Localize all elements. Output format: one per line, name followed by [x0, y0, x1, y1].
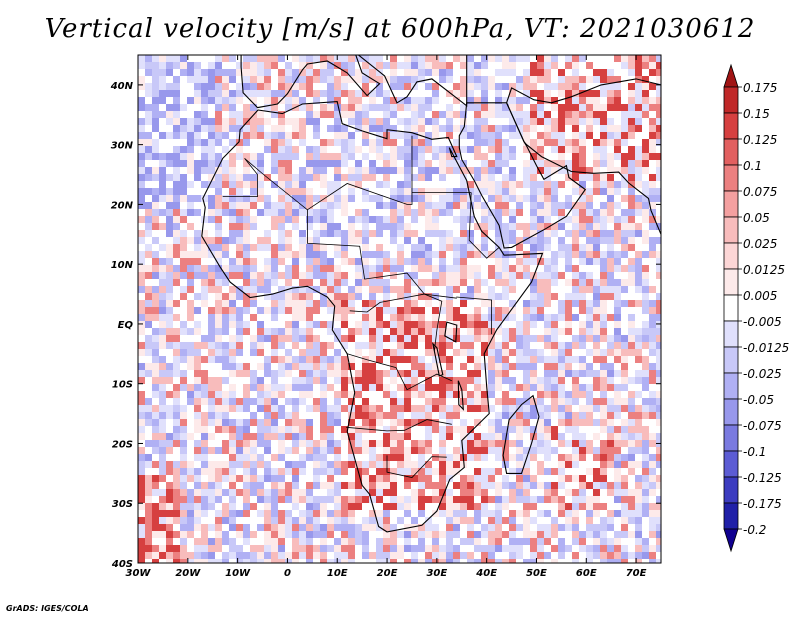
colorbar-segment: [723, 216, 739, 244]
colorbar-label: 0.005: [743, 289, 777, 303]
plot-frame: [137, 54, 662, 564]
x-tick-label: 30E: [426, 568, 447, 579]
chart-title: Vertical velocity [m/s] at 600hPa, VT: 2…: [44, 14, 756, 44]
colorbar-label: 0.1: [743, 159, 762, 173]
colorbar-label: 0.175: [743, 81, 777, 95]
colorbar-label: -0.175: [743, 497, 782, 511]
x-tick-label: 70E: [626, 568, 647, 579]
colorbar-label: 0.075: [743, 185, 777, 199]
colorbar-label: -0.1: [743, 445, 766, 459]
colorbar-label: 0.0125: [743, 263, 785, 277]
colorbar-label: 0.025: [743, 237, 777, 251]
colorbar-label: 0.15: [743, 107, 770, 121]
credit-label: GrADS: IGES/COLA: [6, 604, 89, 613]
colorbar: 0.175 0.15 0.125 0.1 0.075 0.05 0.025 0.0125 0.0…: [723, 63, 789, 553]
colorbar-segment: [723, 398, 739, 426]
colorbar-label: -0.005: [743, 315, 782, 329]
colorbar-segment: [723, 190, 739, 218]
y-tick-label: 30N: [111, 141, 134, 152]
colorbar-label: -0.0125: [743, 341, 789, 355]
velocity-field: [138, 55, 661, 563]
colorbar-segment: [723, 424, 739, 452]
colorbar-label: 0.05: [743, 211, 770, 225]
colorbar-label: -0.075: [743, 419, 782, 433]
colorbar-label: -0.125: [743, 471, 782, 485]
colorbar-label: -0.025: [743, 367, 782, 381]
colorbar-segment: [723, 164, 739, 192]
y-tick-label: 30S: [112, 499, 133, 510]
x-tick-label: 10E: [327, 568, 348, 579]
coastlines-borders: [201, 55, 661, 533]
x-tick-label: 10W: [225, 568, 251, 579]
x-tick-label: 20E: [377, 568, 398, 579]
colorbar-label: 0.125: [743, 133, 777, 147]
x-tick-label: 50E: [526, 568, 547, 579]
colorbar-segment: [723, 112, 739, 140]
y-tick-label: 10N: [111, 260, 134, 271]
colorbar-arrow-top: [723, 63, 739, 88]
colorbar-segment: [723, 242, 739, 270]
x-tick-label: 30W: [126, 568, 152, 579]
colorbar-segment: [723, 294, 739, 322]
colorbar-segment: [723, 372, 739, 400]
colorbar-segment: [723, 138, 739, 166]
x-tick-label: 20W: [175, 568, 201, 579]
colorbar-segment: [723, 476, 739, 504]
axes: 30W 20W 10W 0 10E 20E 30E 40E 50E 60E 70E 40N 30N 20N…: [110, 55, 661, 579]
x-tick-label: 0: [284, 568, 291, 579]
y-tick-label: 20S: [112, 439, 133, 450]
y-tick-label: 40S: [111, 559, 133, 570]
y-tick-label: 40N: [110, 81, 134, 92]
x-tick-label: 40E: [475, 568, 497, 579]
y-tick-label: 10S: [112, 380, 133, 391]
colorbar-segment: [723, 346, 739, 374]
x-tick-label: 60E: [576, 568, 597, 579]
colorbar-segment: [723, 268, 739, 296]
colorbar-arrow-bottom: [723, 528, 739, 553]
colorbar-segment: [723, 450, 739, 478]
colorbar-segment: [723, 502, 739, 530]
y-tick-label: 20N: [111, 200, 134, 211]
y-tick-label: EQ: [118, 320, 134, 331]
colorbar-segment: [723, 86, 739, 114]
colorbar-label: -0.05: [743, 393, 774, 407]
colorbar-label: -0.2: [743, 523, 766, 537]
colorbar-segment: [723, 320, 739, 348]
